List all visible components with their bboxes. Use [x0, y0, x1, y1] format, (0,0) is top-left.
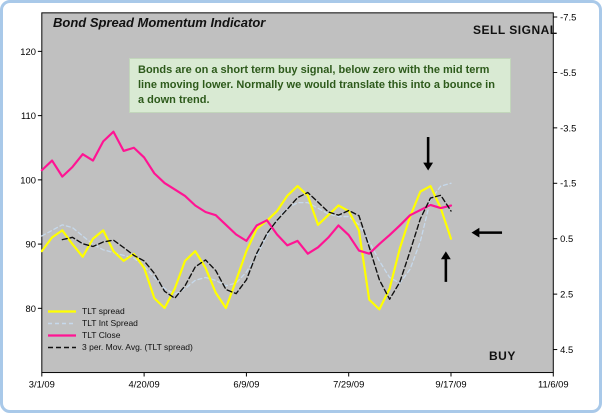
axis-tick-label: 11/6/09: [538, 379, 569, 389]
axis-tick-label: 9/17/09: [435, 379, 466, 389]
legend-swatch-line: [48, 322, 76, 324]
chart-legend: TLT spread TLT Int Spread TLT Close 3 per. …: [47, 306, 193, 352]
axis-tick-label: 0.5: [560, 234, 573, 244]
axis-tick-label: 4/20/09: [128, 379, 159, 389]
axis-tick-label: 4.5: [560, 345, 573, 355]
axis-tick-label: 7/29/09: [333, 379, 364, 389]
axis-tick-label: 90: [25, 240, 35, 250]
legend-item: TLT Close: [47, 330, 193, 340]
legend-swatch-line: [48, 333, 76, 337]
axis-tick-label: 100: [20, 175, 36, 185]
axis-tick-label: 3/1/09: [29, 379, 55, 389]
axis-tick-label: 80: [25, 304, 35, 314]
sell-signal-label: SELL SIGNAL: [473, 23, 558, 37]
axis-tick-label: -1.5: [560, 179, 576, 189]
legend-swatch-line: [48, 309, 76, 313]
axis-tick-label: 110: [21, 111, 36, 121]
chart-title: Bond Spread Momentum Indicator: [53, 15, 266, 30]
legend-label: TLT Close: [82, 330, 121, 340]
annotation-box: Bonds are on a short term buy signal, be…: [129, 58, 511, 113]
left-arrow-head: [471, 227, 480, 238]
axis-tick-label: 2.5: [560, 290, 573, 300]
legend-item: 3 per. Mov. Avg. (TLT spread): [47, 342, 193, 352]
legend-label: 3 per. Mov. Avg. (TLT spread): [82, 342, 193, 352]
axis-tick-label: 6/9/09: [233, 379, 259, 389]
series-tlt-spread: [40, 185, 453, 311]
axis-tick-label: -7.5: [560, 12, 576, 22]
buy-signal-label: BUY: [489, 349, 516, 363]
down-arrow-head: [423, 162, 434, 171]
axis-tick-label: -3.5: [560, 123, 576, 133]
series-tlt-close: [40, 130, 453, 255]
axis-tick-label: 120: [20, 47, 36, 57]
legend-label: TLT spread: [82, 306, 125, 316]
series-3-per-mov-avg-tlt-spread-: [61, 191, 452, 300]
legend-swatch-line: [48, 346, 76, 348]
up-arrow-head: [440, 251, 451, 260]
series-tlt-int-spread: [41, 182, 452, 295]
legend-item: TLT Int Spread: [47, 318, 193, 328]
axis-tick-label: -5.5: [560, 68, 576, 78]
legend-label: TLT Int Spread: [82, 318, 138, 328]
legend-item: TLT spread: [47, 306, 193, 316]
